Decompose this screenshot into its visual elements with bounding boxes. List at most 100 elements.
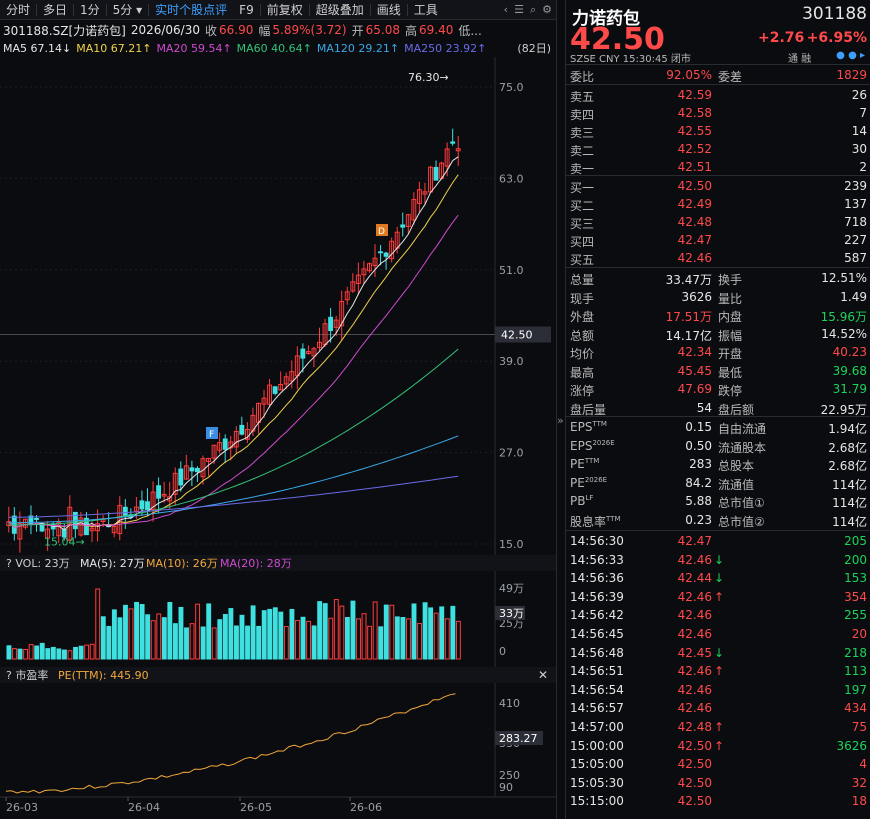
bid-row[interactable]: 买一 42.50 239 <box>566 177 870 195</box>
bid-row[interactable]: 买二 42.49 137 <box>566 195 870 213</box>
fundamental-value: 2.68亿 <box>828 459 867 473</box>
tab-5min-dropdown[interactable]: 5分 ▾ <box>112 3 143 17</box>
date-tick: 26-03 <box>6 801 38 814</box>
volume-bar <box>283 626 289 660</box>
market-meta: SZSE CNY 15:30:45 闭市 <box>570 54 691 65</box>
tab-intraday[interactable]: 分时 <box>6 3 31 17</box>
draw-line-button[interactable]: 画线 <box>376 3 401 17</box>
tick-volume: 218 <box>844 645 867 660</box>
ask-row[interactable]: 卖五 42.59 26 <box>566 86 870 104</box>
current-price-tag <box>495 326 551 343</box>
bid-row[interactable]: 买三 42.48 718 <box>566 213 870 231</box>
chart-panel[interactable]: 分时 多日 1分 5分 ▾ 实时个股点评 F9 前复权 超级叠加 画线 工具 ‹… <box>0 0 556 819</box>
fundamental-label-suffix: TTM <box>592 420 607 428</box>
ask-row[interactable]: 卖二 42.52 30 <box>566 140 870 158</box>
tools-button[interactable]: 工具 <box>413 3 438 17</box>
chevron-left-icon[interactable]: ‹ <box>503 2 509 16</box>
tick-row: 14:57:00 42.48 ↑ 75 <box>566 718 870 736</box>
stat-row: 盘后量 54 盘后额 22.95万 <box>566 399 870 417</box>
f9-button[interactable]: F9 <box>239 2 254 17</box>
tick-price: 42.47 <box>677 534 712 548</box>
high-value: 69.40 <box>418 23 454 37</box>
menu-icon[interactable]: ☰ <box>514 2 524 16</box>
stat-value: 45.45 <box>677 363 712 378</box>
tick-row: 14:56:33 42.46 ↓ 200 <box>566 551 870 569</box>
tick-row: 14:56:45 42.46 20 <box>566 625 870 643</box>
volume-bar <box>428 607 434 660</box>
arrow-up-icon: ↑ <box>714 664 725 679</box>
tick-volume: 153 <box>844 571 867 586</box>
stat-value: 54 <box>696 400 712 415</box>
adjust-button[interactable]: 前复权 <box>266 3 303 17</box>
volume-bar <box>17 648 23 660</box>
quote-panel: 力诺药包 301188 42.50 +2.76 +6.95% SZSE CNY … <box>565 0 870 819</box>
candle-body <box>161 493 167 497</box>
change-value: 5.89%(3.72) <box>272 23 347 37</box>
tick-volume: 113 <box>844 664 867 679</box>
ask-row[interactable]: 卖一 42.51 2 <box>566 158 870 176</box>
date-tick: 26-06 <box>350 801 382 814</box>
stat-label: 内盘 <box>718 310 743 324</box>
volume-bar <box>67 650 73 660</box>
volume-bar <box>367 625 373 660</box>
volume-tick: 25万 <box>499 617 524 630</box>
candle-body <box>217 442 223 451</box>
volume-chart[interactable]: ? VOL: 23万 MA(5): 27万 MA(10): 26万 MA(20): 2… <box>0 555 556 667</box>
tab-multi-day[interactable]: 多日 <box>43 3 68 17</box>
realtime-review-button[interactable]: 实时个股点评 <box>155 3 228 17</box>
candle-body <box>272 386 278 394</box>
tick-price: 42.46 <box>677 608 712 623</box>
volume-bar <box>6 645 12 660</box>
fundamental-label: 自由流通 <box>718 422 767 436</box>
volume-bar <box>78 645 84 660</box>
volume-bar <box>200 626 206 660</box>
tick-time: 14:56:42 <box>570 608 624 623</box>
ask-row[interactable]: 卖三 42.55 14 <box>566 122 870 140</box>
fundamental-row: 股息率TTM 0.23 总市值② 114亿 <box>566 511 870 529</box>
arrow-up-icon: ↑ <box>714 720 725 734</box>
tick-volume: 197 <box>844 682 867 697</box>
candle-body <box>433 166 439 181</box>
f-event-icon[interactable] <box>206 427 218 439</box>
candle-body <box>405 214 411 228</box>
price-tick: 51.0 <box>499 264 524 277</box>
tick-price: 42.44 <box>677 571 712 586</box>
bid-row[interactable]: 买四 42.47 227 <box>566 231 870 249</box>
settings-icon[interactable]: ⚙ <box>542 2 552 16</box>
chevron-right-icon[interactable]: » <box>557 414 564 427</box>
tick-price: 42.48 <box>677 720 712 734</box>
volume-bar <box>206 603 212 660</box>
stat-value: 33.47万 <box>665 273 712 287</box>
price-tick: 15.0 <box>499 538 524 551</box>
ask-row[interactable]: 卖四 42.58 7 <box>566 104 870 122</box>
d-event-icon[interactable] <box>376 224 388 236</box>
stat-value: 40.23 <box>832 345 867 359</box>
candlestick-chart[interactable]: 75.0 63.0 51.0 39.0 27.0 15.0 42.50 76.30→ 15.04… <box>0 57 556 557</box>
bid-volume: 587 <box>844 251 867 265</box>
search-icon[interactable]: ⌕ <box>529 2 537 16</box>
bid-row[interactable]: 买五 42.46 587 <box>566 249 870 267</box>
tick-time: 14:56:36 <box>570 571 624 586</box>
fundamental-row: EPS2026E 0.50 流通股本 2.68亿 <box>566 437 870 455</box>
volume-bar <box>73 646 78 660</box>
close-icon[interactable]: ✕ <box>538 668 548 682</box>
ma-period-selector[interactable]: (82日) <box>517 42 551 55</box>
fundamental-label: EPS2026E <box>570 438 615 453</box>
tick-volume: 4 <box>859 757 867 772</box>
ask-volume: 14 <box>851 124 867 138</box>
ma-legend-ma250: MA250 23.92↑ <box>404 41 487 55</box>
candle-body <box>350 281 356 292</box>
tab-1min[interactable]: 1分 <box>80 3 100 17</box>
dots-icon[interactable]: ● ● ▸ <box>836 50 865 61</box>
panel-splitter[interactable]: » <box>556 0 565 819</box>
fundamental-value: 114亿 <box>832 514 867 529</box>
overlay-button[interactable]: 超级叠加 <box>315 3 364 17</box>
ask-volume: 7 <box>859 106 867 120</box>
ma-line <box>8 348 459 526</box>
tick-price: 42.50 <box>677 757 712 772</box>
stat-label: 总额 <box>570 328 595 343</box>
close-value: 66.90 <box>219 23 254 37</box>
tick-volume: 20 <box>851 627 867 641</box>
volume-bar <box>128 608 134 660</box>
